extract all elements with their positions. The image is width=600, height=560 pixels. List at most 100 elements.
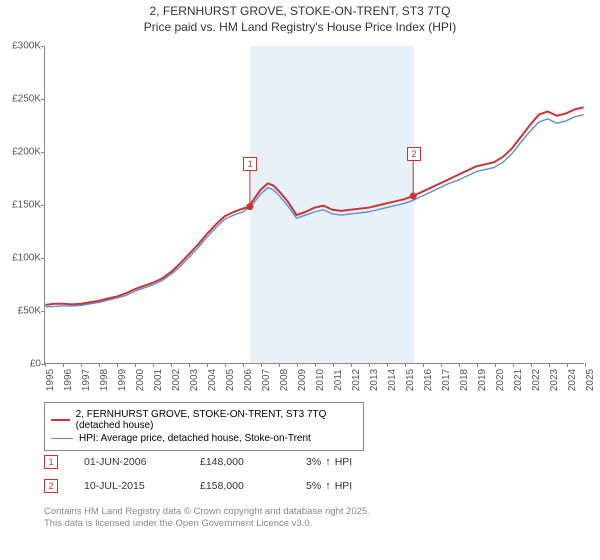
x-tick-label: 2004 — [207, 369, 218, 391]
legend-row: 2, FERNHURST GROVE, STOKE-ON-TRENT, ST3 … — [51, 409, 357, 431]
x-tick-label: 2023 — [549, 369, 560, 391]
y-tick-mark — [41, 46, 45, 47]
x-tick-label: 2003 — [189, 369, 200, 391]
x-tick-label: 2022 — [531, 369, 542, 391]
legend-label: HPI: Average price, detached house, Stok… — [79, 433, 311, 444]
footer-attribution: Contains HM Land Registry data © Crown c… — [44, 506, 370, 531]
x-tick-mark — [189, 363, 190, 367]
sale-diff: 5% ↑ HPI — [306, 480, 352, 492]
x-tick-mark — [459, 363, 460, 367]
sale-marker-icon: 1 — [44, 455, 58, 469]
x-tick-mark — [171, 363, 172, 367]
x-tick-mark — [369, 363, 370, 367]
x-tick-mark — [279, 363, 280, 367]
x-tick-label: 2019 — [477, 369, 488, 391]
x-tick-label: 2011 — [333, 369, 344, 391]
chart-lines-svg — [45, 46, 584, 363]
legend-box: 2, FERNHURST GROVE, STOKE-ON-TRENT, ST3 … — [44, 402, 364, 451]
x-tick-mark — [81, 363, 82, 367]
x-tick-mark — [243, 363, 244, 367]
chart-container: 2, FERNHURST GROVE, STOKE-ON-TRENT, ST3 … — [0, 0, 600, 560]
y-tick-label: £200K — [1, 147, 41, 158]
y-tick-label: £0 — [1, 359, 41, 370]
sale-diff-vs: HPI — [335, 456, 353, 468]
x-tick-label: 2014 — [387, 369, 398, 391]
x-tick-label: 2015 — [405, 369, 416, 391]
x-tick-label: 2007 — [261, 369, 272, 391]
x-tick-mark — [99, 363, 100, 367]
x-tick-label: 1996 — [63, 369, 74, 391]
x-tick-label: 2013 — [369, 369, 380, 391]
x-tick-label: 2016 — [423, 369, 434, 391]
x-tick-mark — [45, 363, 46, 367]
x-tick-label: 2002 — [171, 369, 182, 391]
y-tick-mark — [41, 99, 45, 100]
y-tick-label: £150K — [1, 200, 41, 211]
x-tick-mark — [495, 363, 496, 367]
legend-swatch — [51, 438, 73, 439]
y-tick-label: £250K — [1, 94, 41, 105]
x-tick-label: 2010 — [315, 369, 326, 391]
y-tick-mark — [41, 205, 45, 206]
x-tick-label: 2018 — [459, 369, 470, 391]
x-tick-label: 2006 — [243, 369, 254, 391]
sale-price: £158,000 — [200, 480, 280, 492]
x-tick-label: 2008 — [279, 369, 290, 391]
title-line-2: Price paid vs. HM Land Registry's House … — [0, 20, 600, 36]
x-tick-mark — [387, 363, 388, 367]
legend-label: 2, FERNHURST GROVE, STOKE-ON-TRENT, ST3 … — [76, 409, 357, 431]
title-line-1: 2, FERNHURST GROVE, STOKE-ON-TRENT, ST3 … — [0, 4, 600, 20]
sales-row: 2 10-JUL-2015 £158,000 5% ↑ HPI — [44, 474, 352, 498]
sale-marker-box: 1 — [243, 157, 257, 171]
x-tick-label: 2000 — [135, 369, 146, 391]
x-tick-mark — [117, 363, 118, 367]
x-tick-mark — [423, 363, 424, 367]
x-tick-mark — [135, 363, 136, 367]
x-tick-label: 2012 — [351, 369, 362, 391]
x-tick-mark — [531, 363, 532, 367]
chart-plot-area: £0£50K£100K£150K£200K£250K£300K199519961… — [44, 46, 584, 364]
sale-diff: 3% ↑ HPI — [306, 456, 352, 468]
sales-table: 1 01-JUN-2006 £148,000 3% ↑ HPI 2 10-JUL… — [44, 450, 352, 498]
sale-marker-icon: 2 — [44, 479, 58, 493]
arrow-up-icon: ↑ — [325, 456, 331, 468]
x-tick-mark — [351, 363, 352, 367]
y-tick-label: £300K — [1, 41, 41, 52]
x-tick-mark — [315, 363, 316, 367]
x-tick-mark — [549, 363, 550, 367]
sale-diff-pct: 3% — [306, 456, 321, 468]
x-tick-mark — [153, 363, 154, 367]
series-line-hpi — [45, 115, 583, 307]
y-tick-mark — [41, 311, 45, 312]
footer-line: This data is licensed under the Open Gov… — [44, 518, 370, 530]
sales-row: 1 01-JUN-2006 £148,000 3% ↑ HPI — [44, 450, 352, 474]
x-tick-mark — [333, 363, 334, 367]
x-tick-label: 1997 — [81, 369, 92, 391]
x-tick-mark — [261, 363, 262, 367]
x-tick-label: 1998 — [99, 369, 110, 391]
x-tick-label: 2009 — [297, 369, 308, 391]
x-tick-label: 2020 — [495, 369, 506, 391]
legend-swatch — [51, 419, 70, 421]
footer-line: Contains HM Land Registry data © Crown c… — [44, 506, 370, 518]
x-tick-mark — [585, 363, 586, 367]
series-line-price_paid — [45, 107, 583, 305]
x-tick-label: 1999 — [117, 369, 128, 391]
x-tick-label: 2001 — [153, 369, 164, 391]
x-tick-mark — [297, 363, 298, 367]
sale-date: 10-JUL-2015 — [84, 480, 174, 492]
sale-diff-pct: 5% — [306, 480, 321, 492]
x-tick-label: 2005 — [225, 369, 236, 391]
x-tick-label: 1995 — [45, 369, 56, 391]
sale-marker-box: 2 — [407, 147, 421, 161]
x-tick-label: 2017 — [441, 369, 452, 391]
legend-row: HPI: Average price, detached house, Stok… — [51, 433, 357, 444]
y-tick-label: £100K — [1, 253, 41, 264]
x-tick-mark — [207, 363, 208, 367]
x-tick-mark — [567, 363, 568, 367]
x-tick-mark — [63, 363, 64, 367]
x-tick-mark — [225, 363, 226, 367]
x-tick-mark — [513, 363, 514, 367]
x-tick-mark — [477, 363, 478, 367]
sale-price: £148,000 — [200, 456, 280, 468]
